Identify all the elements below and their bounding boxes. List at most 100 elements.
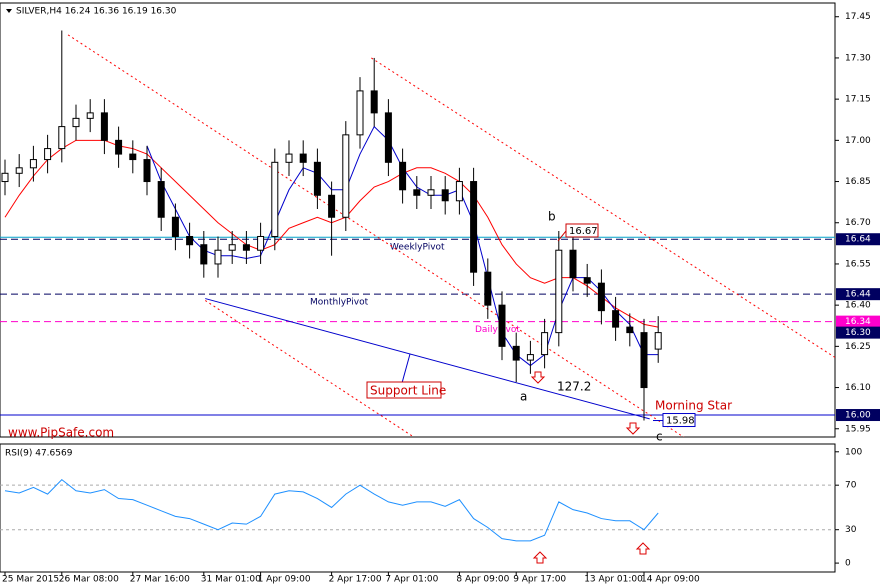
price-tag [836,409,880,422]
candle-body [257,235,265,251]
candle-body [612,310,620,328]
label-leader [401,353,411,384]
callout-box [565,223,599,238]
candle-body [399,161,407,191]
y-tick-label: 17.30 [845,53,871,63]
price-tag [836,326,880,339]
candle-body [200,244,208,265]
candle-body [356,90,364,136]
x-tick-label: 27 Mar 16:00 [130,575,190,585]
y-tick-label: 17.00 [845,136,871,146]
trendline-label: Support Line [370,384,446,398]
candle-body [626,326,634,334]
candle-body [569,249,577,279]
x-tick-label: 8 Apr 09:00 [456,575,509,585]
candle-body [427,189,435,196]
candle-body [285,153,293,163]
price-tag-label: 16.00 [845,411,871,421]
y-tick-label: 16.10 [845,383,871,393]
annotation: b [548,210,556,224]
rsi-line [4,478,659,542]
rsi-tick-label: 30 [845,525,857,535]
main-plot: WeeklyPivot MonthlyPivot DailyPivot [0,30,835,437]
pivot-label: MonthlyPivot [310,298,369,308]
price-tag [836,315,880,328]
annotation: Morning Star [655,399,732,413]
y-tick-label: 17.45 [845,12,871,22]
y-tick-label: 16.70 [845,218,871,228]
overlay: Support Line 16.67 15.98 b a 127.2 c Morning St… [366,210,732,444]
x-tick-label: 7 Apr 01:00 [385,575,438,585]
x-tick-label: 14 Apr 09:00 [641,575,700,585]
up-arrow [532,542,651,564]
annotation: a [520,390,527,404]
chart-title: SILVER,H4 16.24 16.36 16.19 16.30 [16,7,177,17]
pivot-label: DailyPivot [475,325,520,335]
price-tag-label: 16.34 [845,317,871,327]
y-tick-label: 17.15 [845,95,871,105]
price-tag-label: 16.30 [845,328,871,338]
candle-body [143,159,151,183]
candle-body [370,90,378,114]
label-box [366,381,442,399]
candle-body [58,126,66,150]
candle-body [498,304,506,347]
candle-body [597,282,605,312]
candle-body [1,172,9,183]
candle-body [512,345,520,361]
candle-body [100,112,108,141]
x-tick-label: 26 Mar 08:00 [59,575,119,585]
candle-body [328,194,336,218]
candle-body [86,112,94,119]
candle-body [242,244,250,251]
callout-label: 16.67 [569,226,598,237]
candle-body [555,249,563,334]
annotation: 127.2 [557,380,591,394]
candle-body [441,189,449,202]
rsi-tick-label: 100 [845,447,862,457]
candle-body [186,235,194,246]
candle-body [115,139,123,155]
candle-body [384,112,392,163]
price-tag [836,233,880,246]
price-tag [836,288,880,301]
trendline [205,298,650,420]
callout-leader [557,230,567,242]
trendline [67,34,685,437]
candle-body [228,244,236,251]
candle-body [583,277,591,284]
candle-body [541,332,549,356]
candle-body [171,216,179,237]
candle-body [484,271,492,306]
candle-body [29,159,37,169]
pivot-label: WeeklyPivot [390,243,445,253]
candle-body [44,148,52,161]
rsi-panel [0,443,836,573]
x-tick-label: 25 Mar 2015 [2,575,59,585]
x-tick-label: 9 Apr 17:00 [513,575,566,585]
watermark: www.PipSafe.com [8,426,114,440]
candle-body [342,134,350,218]
callout-label: 15.98 [666,416,695,427]
candle-body [654,332,662,350]
down-arrow [530,371,641,435]
candle-body [413,189,421,196]
candle-body [313,161,321,196]
candle-body [271,161,279,237]
y-tick-label: 15.95 [845,424,871,434]
candle-body [214,249,222,265]
annotation: c [656,430,663,444]
candle-body [15,167,23,174]
rsi-title: RSI(9) 47.6569 [5,449,73,459]
candle-body [470,181,478,273]
y-tick-label: 16.55 [845,259,871,269]
y-tick-label: 16.40 [845,301,871,311]
candle-body [157,181,165,218]
candle-body [640,332,648,389]
x-tick-label: 31 Mar 01:00 [201,575,261,585]
rsi-tick-label: 70 [845,481,857,491]
x-tick-label: 1 Apr 09:00 [258,575,311,585]
candle-body [129,153,137,161]
candle-body [72,117,80,128]
